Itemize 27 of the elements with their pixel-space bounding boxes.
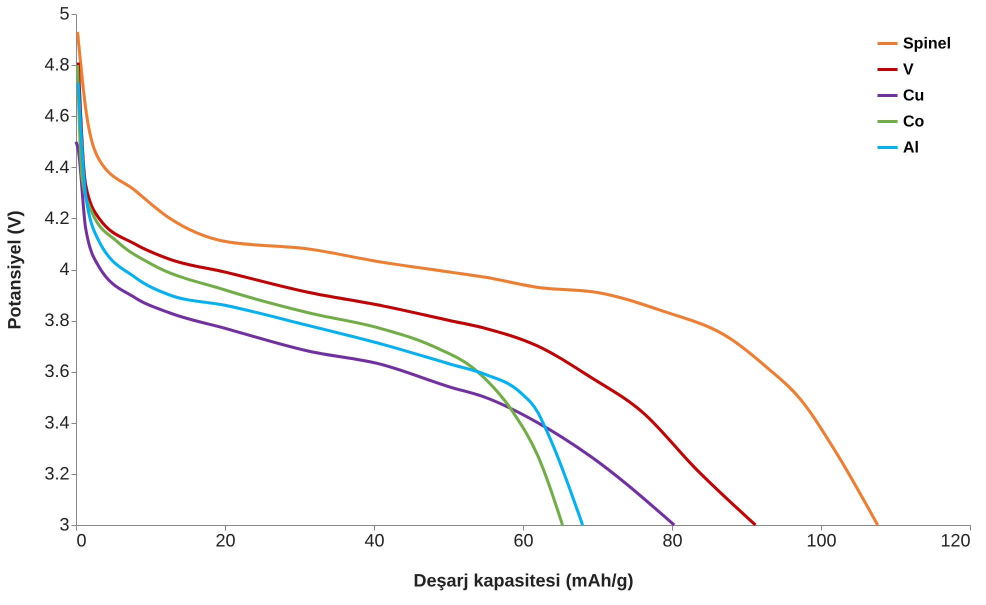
legend-label: V	[903, 62, 914, 78]
line-series	[76, 30, 880, 526]
x-tick-label: 20	[215, 530, 236, 550]
y-tick-label: 4.4	[44, 156, 70, 177]
legend-label: Spinel	[903, 36, 952, 52]
legend-label: Al	[903, 140, 919, 156]
x-axis-title: Deşarj kapasitesi (mAh/g)	[413, 570, 634, 590]
y-tick-label: 4	[59, 259, 70, 279]
x-tick-label: 0	[76, 530, 87, 550]
y-tick-label: 4.8	[44, 54, 70, 75]
x-tick-label: 40	[364, 530, 385, 550]
y-tick-label: 4.2	[44, 208, 70, 228]
x-tick-label: 100	[806, 530, 837, 550]
legend-label: Cu	[903, 88, 924, 104]
y-tick-label: 3.4	[44, 412, 70, 432]
x-tick-label: 120	[940, 530, 970, 550]
y-axis-title: Potansiyel (V)	[4, 210, 24, 330]
y-tick-label: 3	[59, 514, 70, 534]
y-tick-label: 5	[59, 4, 70, 24]
x-tick-label: 60	[513, 530, 534, 550]
y-tick-label: 3.6	[44, 361, 70, 382]
y-tick-label: 3.2	[44, 463, 70, 484]
legend-label: Co	[903, 114, 925, 130]
x-tick-label: 80	[662, 530, 683, 550]
y-tick-label: 3.8	[44, 310, 70, 330]
line-series	[74, 140, 676, 526]
y-tick-label: 4.6	[44, 106, 70, 126]
